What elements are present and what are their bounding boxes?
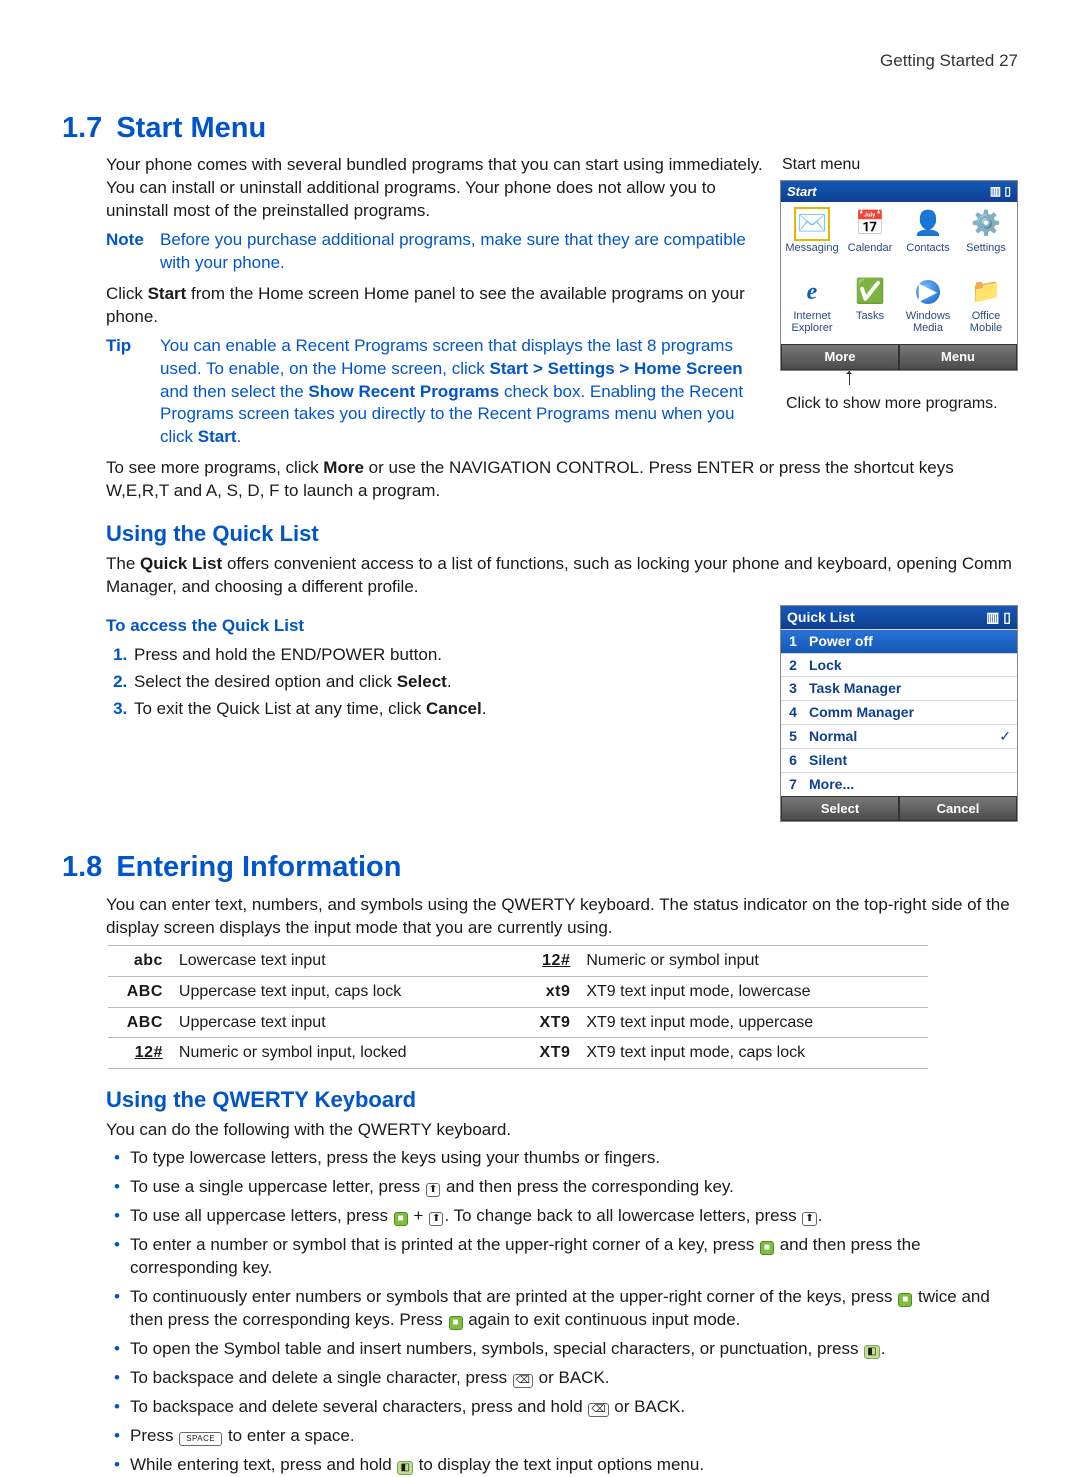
heading-1-7: 1.7 Start Menu bbox=[62, 109, 1018, 148]
heading-access-quicklist: To access the Quick List bbox=[106, 615, 760, 638]
section-number: 1.8 bbox=[62, 848, 102, 887]
mode-icon: abc bbox=[108, 946, 171, 977]
quicklist-intro: The Quick List offers convenient access … bbox=[106, 553, 1018, 599]
tip-callout: Tip You can enable a Recent Programs scr… bbox=[106, 335, 768, 450]
startmenu-under-caption: Click to show more programs. bbox=[786, 393, 1018, 415]
mode-desc: Numeric or symbol input, locked bbox=[171, 1038, 521, 1069]
qwerty-bullet: To backspace and delete several characte… bbox=[114, 1396, 1018, 1419]
quicklist-row: 6Silent bbox=[781, 748, 1017, 772]
softkey-menu: Menu bbox=[899, 344, 1017, 370]
quicklist-row: 1Power off bbox=[781, 629, 1017, 653]
mode-desc: XT9 text input mode, lowercase bbox=[578, 977, 928, 1008]
qwerty-bullet-list: To type lowercase letters, press the key… bbox=[114, 1147, 1018, 1476]
quicklist-step: Select the desired option and click Sele… bbox=[132, 671, 760, 694]
startmenu-caption: Start menu bbox=[782, 154, 1018, 176]
note-text: Before you purchase additional programs,… bbox=[160, 229, 768, 275]
startmenu-screenshot: Start ▥ ▯ ✉️Messaging📅Calendar👤Contacts⚙… bbox=[780, 180, 1018, 371]
section-title: Start Menu bbox=[116, 109, 266, 148]
qwerty-bullet: To use a single uppercase letter, press … bbox=[114, 1176, 1018, 1199]
mode-desc: Uppercase text input, caps lock bbox=[171, 977, 521, 1008]
heading-qwerty: Using the QWERTY Keyboard bbox=[106, 1085, 1018, 1115]
qwerty-bullet: To open the Symbol table and insert numb… bbox=[114, 1338, 1018, 1361]
qwerty-bullet: To continuously enter numbers or symbols… bbox=[114, 1286, 1018, 1332]
qwerty-bullet: To enter a number or symbol that is prin… bbox=[114, 1234, 1018, 1280]
section-title: Entering Information bbox=[116, 848, 401, 887]
running-header: Getting Started 27 bbox=[62, 50, 1018, 73]
startmenu-titlebar: Start ▥ ▯ bbox=[781, 181, 1017, 203]
more-programs-paragraph: To see more programs, click More or use … bbox=[106, 457, 1018, 503]
startmenu-app-settings: ⚙️Settings bbox=[957, 208, 1015, 272]
qwerty-bullet: While entering text, press and hold ◧ to… bbox=[114, 1454, 1018, 1477]
mode-desc: XT9 text input mode, uppercase bbox=[578, 1007, 928, 1038]
quicklist-row: 4Comm Manager bbox=[781, 700, 1017, 724]
mode-icon: 12# bbox=[108, 1038, 171, 1069]
click-start-paragraph: Click Start from the Home screen Home pa… bbox=[106, 283, 768, 329]
mode-icon: 12# bbox=[521, 946, 579, 977]
quicklist-screenshot: Quick List ▥ ▯ 1Power off2Lock3Task Mana… bbox=[780, 605, 1018, 823]
mode-icon: xt9 bbox=[521, 977, 579, 1008]
mode-desc: Uppercase text input bbox=[171, 1007, 521, 1038]
quicklist-titlebar: Quick List ▥ ▯ bbox=[781, 606, 1017, 629]
quicklist-row: 7More... bbox=[781, 772, 1017, 796]
quicklist-row: 3Task Manager bbox=[781, 676, 1017, 700]
quicklist-steps: Press and hold the END/POWER button. Sele… bbox=[106, 644, 760, 721]
startmenu-app-internet-explorer: eInternet Explorer bbox=[783, 276, 841, 340]
quicklist-row: 5Normal✓ bbox=[781, 724, 1017, 748]
startmenu-app-office-mobile: 📁Office Mobile bbox=[957, 276, 1015, 340]
qwerty-bullet: To type lowercase letters, press the key… bbox=[114, 1147, 1018, 1170]
quicklist-step: Press and hold the END/POWER button. bbox=[132, 644, 760, 667]
startmenu-app-contacts: 👤Contacts bbox=[899, 208, 957, 272]
heading-1-8: 1.8 Entering Information bbox=[62, 848, 1018, 887]
softkey-select: Select bbox=[781, 796, 899, 822]
quicklist-step: To exit the Quick List at any time, clic… bbox=[132, 698, 760, 721]
page: Getting Started 27 1.7 Start Menu Your p… bbox=[0, 0, 1080, 1397]
startmenu-figure: Start menu Start ▥ ▯ ✉️Messaging📅Calenda… bbox=[780, 154, 1018, 457]
heading-quick-list: Using the Quick List bbox=[106, 519, 1018, 549]
mode-desc: Lowercase text input bbox=[171, 946, 521, 977]
quicklist-row: 2Lock bbox=[781, 653, 1017, 677]
startmenu-app-messaging: ✉️Messaging bbox=[783, 208, 841, 272]
tip-text: You can enable a Recent Programs screen … bbox=[160, 335, 768, 450]
qwerty-intro: You can do the following with the QWERTY… bbox=[106, 1119, 1018, 1142]
qwerty-bullet: Press SPACE to enter a space. bbox=[114, 1425, 1018, 1448]
softkey-more: More bbox=[781, 344, 899, 370]
note-label: Note bbox=[106, 229, 144, 275]
battery-icon: ▥ ▯ bbox=[986, 608, 1011, 627]
battery-icon: ▥ ▯ bbox=[990, 183, 1011, 199]
qwerty-bullet: To use all uppercase letters, press ■ + … bbox=[114, 1205, 1018, 1228]
mode-desc: XT9 text input mode, caps lock bbox=[578, 1038, 928, 1069]
mode-desc: Numeric or symbol input bbox=[578, 946, 928, 977]
section-number: 1.7 bbox=[62, 109, 102, 148]
entering-info-intro: You can enter text, numbers, and symbols… bbox=[106, 894, 1018, 940]
input-modes-table: abcLowercase text input12#Numeric or sym… bbox=[108, 945, 928, 1068]
mode-icon: XT9 bbox=[521, 1007, 579, 1038]
softkey-cancel: Cancel bbox=[899, 796, 1017, 822]
intro-paragraph: Your phone comes with several bundled pr… bbox=[106, 154, 768, 223]
startmenu-app-calendar: 📅Calendar bbox=[841, 208, 899, 272]
mode-icon: XT9 bbox=[521, 1038, 579, 1069]
startmenu-app-tasks: ✅Tasks bbox=[841, 276, 899, 340]
qwerty-bullet: To backspace and delete a single charact… bbox=[114, 1367, 1018, 1390]
tip-label: Tip bbox=[106, 335, 144, 450]
startmenu-app-windows-media: ▶Windows Media bbox=[899, 276, 957, 340]
note-callout: Note Before you purchase additional prog… bbox=[106, 229, 768, 275]
mode-icon: ABC bbox=[108, 977, 171, 1008]
mode-icon: ABC bbox=[108, 1007, 171, 1038]
